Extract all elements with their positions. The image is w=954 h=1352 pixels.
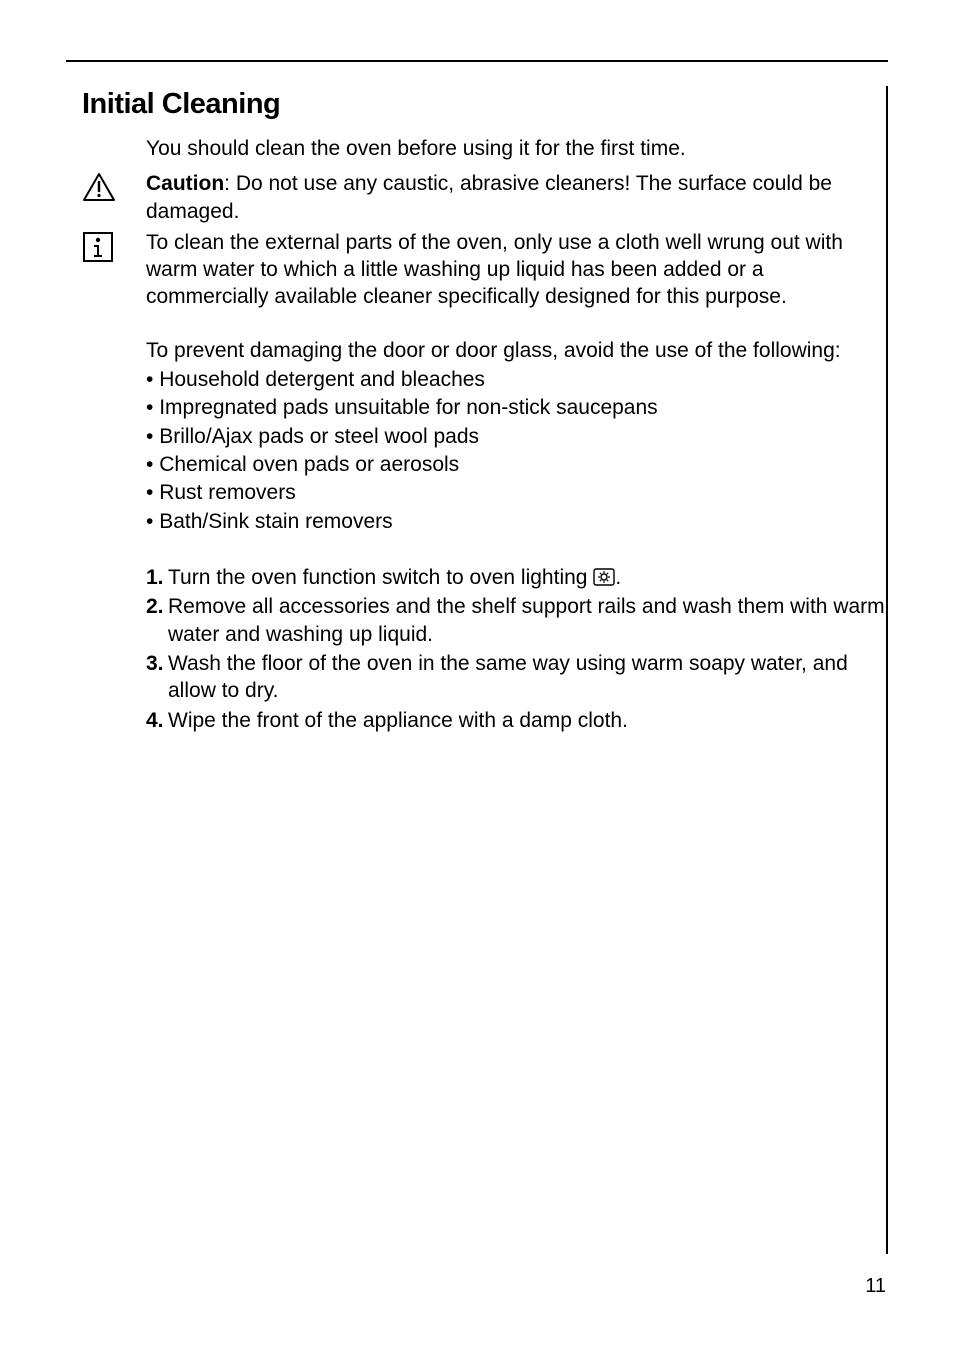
step-number: 2. [146,593,168,648]
avoid-list-item: Impregnated pads unsuitable for non-stic… [146,394,888,422]
caution-label: Caution [146,172,224,195]
step-number: 3. [146,650,168,705]
avoid-list-item: Household detergent and bleaches [146,366,888,394]
avoid-list-item: Bath/Sink stain removers [146,508,888,536]
info-icon-column [66,229,146,263]
caution-body: : Do not use any caustic, abrasive clean… [146,172,832,222]
avoid-list-item: Chemical oven pads or aerosols [146,451,888,479]
step-item: 4. Wipe the front of the appliance with … [146,707,888,734]
info-text-block: To clean the external parts of the oven,… [146,229,888,311]
avoid-intro: To prevent damaging the door or door gla… [146,337,888,364]
step-item: 1. Turn the oven function switch to oven… [146,564,888,591]
oven-light-icon [593,568,615,586]
warning-icon-column [66,170,146,202]
step-number: 1. [146,564,168,591]
spacer [146,315,888,337]
body-content: To prevent damaging the door or door gla… [146,315,888,734]
step-pre: Turn the oven function switch to oven li… [168,566,593,589]
step-text: Turn the oven function switch to oven li… [168,564,888,591]
document-page: Initial Cleaning You should clean the ov… [0,0,954,1352]
steps-list: 1. Turn the oven function switch to oven… [146,564,888,734]
step-text: Remove all accessories and the shelf sup… [168,593,888,648]
step-number: 4. [146,707,168,734]
avoid-list: Household detergent and bleaches Impregn… [146,366,888,536]
right-vertical-rule [886,86,888,1254]
page-number: 11 [865,1275,886,1298]
warning-icon [82,172,116,202]
info-row: To clean the external parts of the oven,… [66,229,888,311]
step-post: . [615,566,621,589]
step-item: 3. Wash the floor of the oven in the sam… [146,650,888,705]
intro-text: You should clean the oven before using i… [146,135,888,162]
caution-row: Caution: Do not use any caustic, abrasiv… [66,170,888,225]
page-heading: Initial Cleaning [82,88,888,121]
avoid-list-item: Rust removers [146,479,888,507]
step-item: 2. Remove all accessories and the shelf … [146,593,888,648]
caution-text-block: Caution: Do not use any caustic, abrasiv… [146,170,888,225]
top-horizontal-rule [66,60,888,62]
step-text: Wipe the front of the appliance with a d… [168,707,888,734]
step-text: Wash the floor of the oven in the same w… [168,650,888,705]
info-icon [82,231,114,263]
avoid-list-item: Brillo/Ajax pads or steel wool pads [146,423,888,451]
